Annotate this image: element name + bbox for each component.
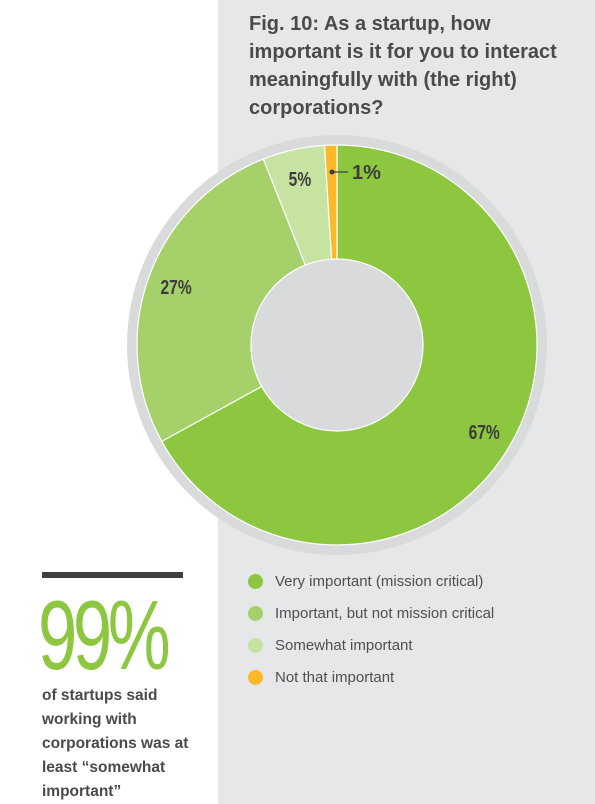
donut-chart: 67% 27% 5% 1%	[127, 135, 547, 555]
slice-value-label: 1%	[352, 162, 381, 184]
legend-swatch	[248, 669, 263, 685]
chart-legend: Very important (mission critical) Import…	[248, 565, 494, 693]
donut-slice	[136, 158, 307, 443]
highlight-percentage: 99%	[38, 580, 171, 690]
legend-label: Somewhat important	[275, 636, 413, 654]
highlight-caption: of startups said working with corporatio…	[42, 687, 189, 800]
legend-label: Important, but not mission critical	[275, 604, 495, 622]
legend-label: Very important (mission critical)	[275, 572, 484, 590]
legend-item: Important, but not mission critical	[248, 597, 494, 629]
donut-slice	[160, 144, 538, 546]
legend-item: Somewhat important	[248, 629, 494, 661]
divider-rule	[42, 572, 183, 578]
slice-value-label: 5%	[289, 168, 312, 190]
leader-dot	[329, 169, 335, 175]
slice-value-label: 67%	[469, 421, 500, 443]
legend-swatch	[248, 573, 263, 589]
legend-swatch	[248, 637, 263, 653]
legend-label: Not that important	[275, 668, 395, 686]
slice-value-label: 27%	[161, 276, 192, 298]
chart-title: Fig. 10: As a startup, how important is …	[249, 13, 557, 119]
legend-item: Not that important	[248, 661, 494, 693]
legend-item: Very important (mission critical)	[248, 565, 494, 597]
legend-swatch	[248, 605, 263, 621]
